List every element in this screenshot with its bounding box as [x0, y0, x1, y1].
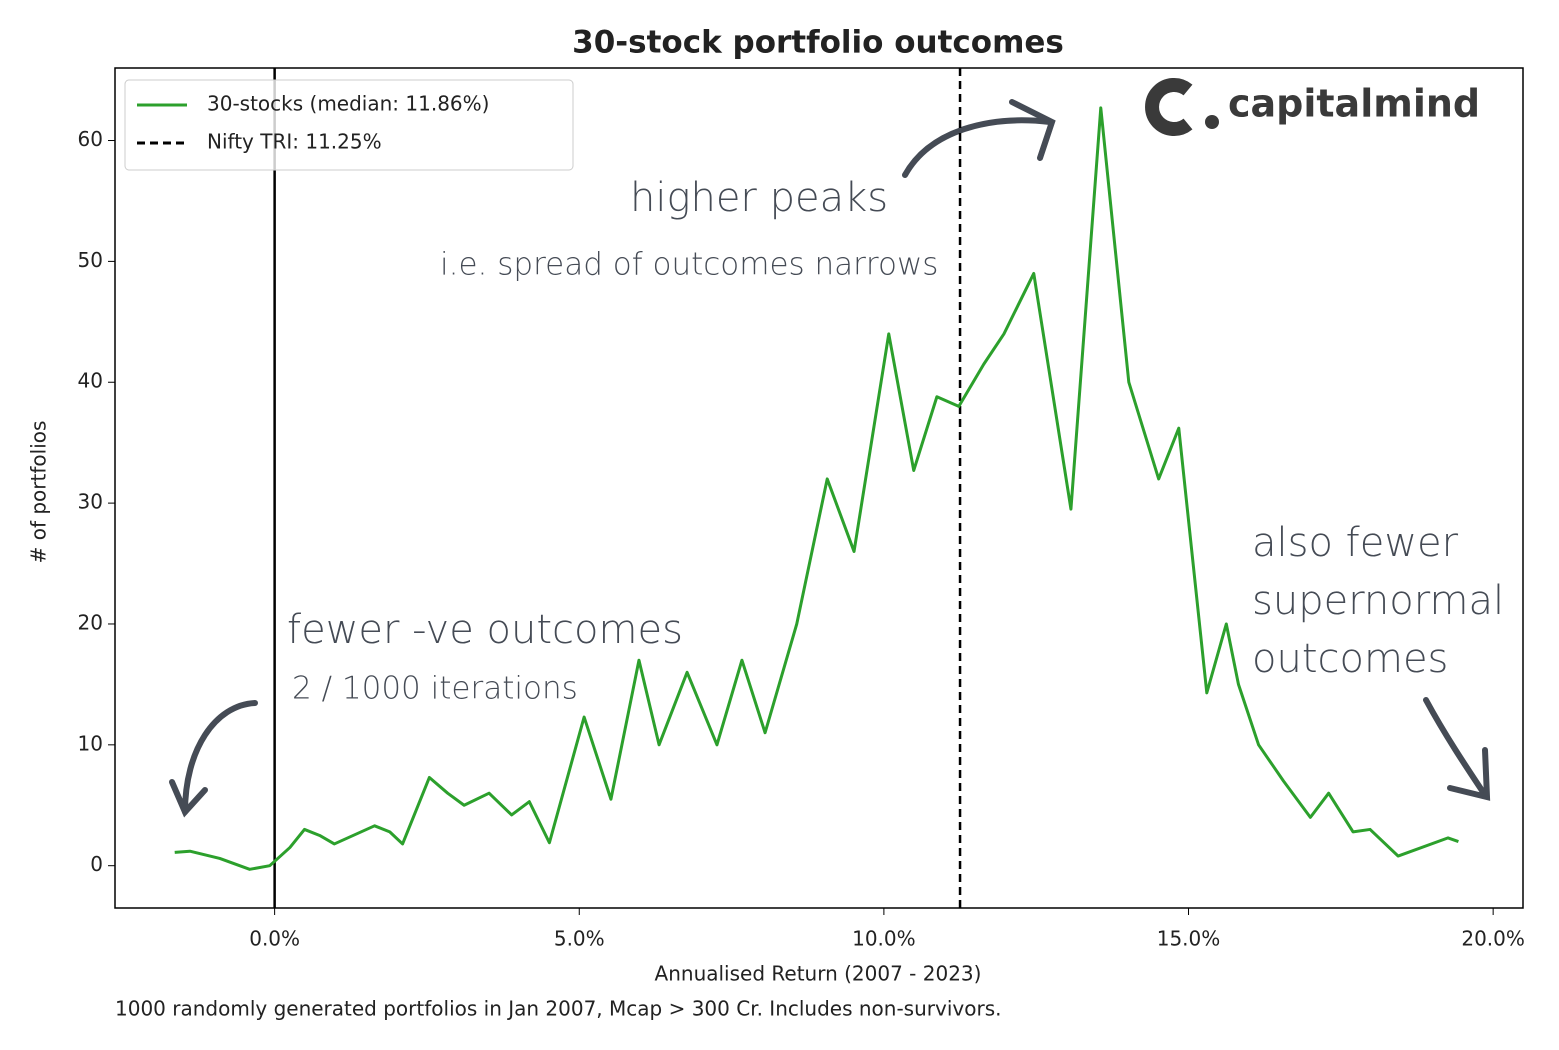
y-tick-label: 50	[78, 248, 103, 272]
y-tick-label: 20	[78, 610, 103, 634]
annotation: outcomes	[1252, 636, 1448, 682]
chart-title: 30-stock portfolio outcomes	[572, 25, 1064, 61]
x-tick-label: 0.0%	[249, 927, 300, 951]
y-tick-label: 40	[78, 369, 103, 393]
y-tick-label: 10	[78, 731, 103, 755]
legend-box	[124, 79, 574, 171]
annotation: higher peaks	[630, 175, 888, 221]
x-axis-label: Annualised Return (2007 - 2023)	[655, 962, 982, 986]
logo-dot	[1205, 115, 1219, 129]
arrow	[1009, 99, 1056, 161]
y-tick-label: 30	[78, 490, 103, 514]
arrow	[182, 700, 258, 815]
arrow	[1423, 697, 1488, 798]
annotation: fewer -ve outcomes	[287, 607, 683, 653]
arrow	[1447, 747, 1491, 801]
x-tick-label: 20.0%	[1461, 927, 1525, 951]
x-tick-label: 10.0%	[852, 927, 916, 951]
arrow	[902, 117, 1053, 178]
x-tick-label: 5.0%	[554, 927, 605, 951]
logo: capitalmind	[1145, 78, 1480, 136]
arrows	[169, 99, 1491, 818]
y-tick-label: 0	[90, 852, 103, 876]
data-line	[174, 106, 1459, 871]
annotation: i.e. spread of outcomes narrows	[440, 247, 938, 283]
plot-frame	[114, 67, 1524, 909]
annotation: 2 / 1000 iterations	[292, 671, 578, 707]
legend-label: 30-stocks (median: 11.86%)	[207, 92, 489, 116]
legend-label: Nifty TRI: 11.25%	[207, 130, 382, 154]
annotation: supernormal	[1252, 578, 1504, 624]
x-tick-label: 15.0%	[1157, 927, 1221, 951]
annotation: also fewer	[1252, 520, 1459, 566]
caption: 1000 randomly generated portfolios in Ja…	[115, 997, 1001, 1021]
logo-mark	[1145, 78, 1193, 136]
y-tick-label: 60	[78, 127, 103, 151]
y-axis-label: # of portfolios	[27, 421, 51, 564]
arrow	[169, 779, 208, 818]
logo-text: capitalmind	[1228, 82, 1480, 126]
